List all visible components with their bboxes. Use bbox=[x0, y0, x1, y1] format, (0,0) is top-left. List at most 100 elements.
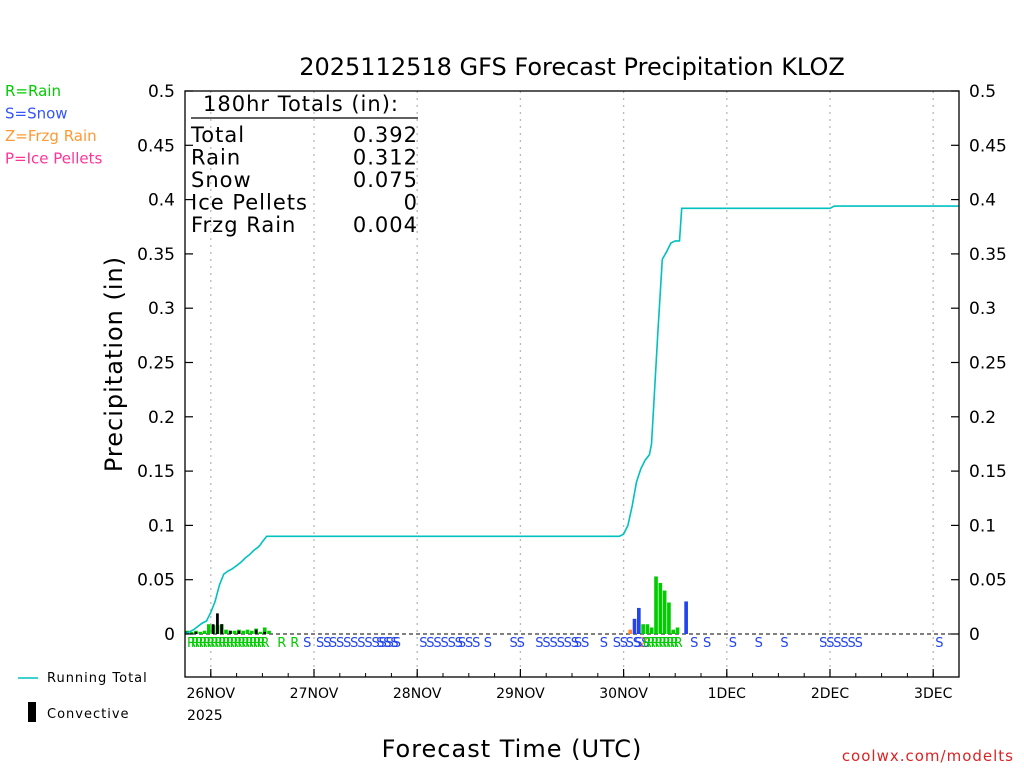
ptype-char: R bbox=[210, 636, 219, 651]
ptype-char: R bbox=[651, 636, 660, 651]
bar-rain bbox=[241, 630, 246, 634]
ptype-char: S bbox=[379, 636, 387, 651]
y-tick-label-left: 0.2 bbox=[148, 408, 175, 428]
bar-rain bbox=[189, 631, 194, 634]
bar-convective bbox=[228, 630, 232, 634]
ptype-char: S bbox=[634, 636, 642, 651]
ptype-char: S bbox=[626, 636, 634, 651]
totals-row-value: 0.312 bbox=[353, 146, 418, 170]
totals-row-label: Ice Pellets bbox=[191, 191, 308, 215]
ptype-char: R bbox=[674, 636, 683, 651]
y-tick-label-left: 0.15 bbox=[137, 462, 175, 482]
ptype-char: S bbox=[564, 636, 572, 651]
bar-convective bbox=[216, 613, 219, 634]
ptype-marker: SSSSSS bbox=[819, 636, 863, 651]
ptype-char: S bbox=[855, 636, 863, 651]
ptype-marker: SSSSSS bbox=[535, 636, 579, 651]
ptype-char: S bbox=[840, 636, 848, 651]
x-tick-label: 29NOV bbox=[496, 686, 545, 702]
ptype-char: S bbox=[581, 636, 589, 651]
bar-frzg-rain bbox=[628, 629, 633, 634]
y-tick-label-left: 0.05 bbox=[137, 571, 175, 591]
ptype-char: S bbox=[535, 636, 543, 651]
ptype-char: R bbox=[202, 636, 211, 651]
bar-rain bbox=[654, 576, 658, 634]
totals-row-label: Snow bbox=[191, 168, 252, 192]
bar-rain bbox=[675, 627, 680, 634]
ptype-char: R bbox=[662, 636, 671, 651]
bar-rain bbox=[198, 631, 203, 634]
running-total-series bbox=[184, 205, 959, 635]
x-tick-label: 26NOV bbox=[186, 686, 235, 702]
ptype-char: Z bbox=[640, 636, 649, 651]
grid-lines bbox=[185, 91, 959, 677]
ptype-char: R bbox=[218, 636, 227, 651]
bar-series bbox=[185, 576, 688, 634]
ptype-marker: SSSSSS bbox=[419, 636, 463, 651]
ptype-char: S bbox=[371, 636, 379, 651]
bar-rain bbox=[649, 627, 654, 634]
bar-snow bbox=[637, 607, 641, 634]
ptype-marker: SSSSSSSSSS bbox=[329, 636, 401, 651]
ptype-char: S bbox=[833, 636, 841, 651]
ptype-char: R bbox=[191, 636, 200, 651]
ptype-marker: SS bbox=[634, 636, 649, 651]
ptype-marker: SSS bbox=[376, 636, 398, 651]
totals-row-label: Rain bbox=[191, 146, 241, 170]
ptype-marker: RRRRRRRRR bbox=[643, 636, 683, 651]
y-tick-label-right: 0.5 bbox=[969, 82, 996, 102]
x-tick-label: 3DEC bbox=[914, 686, 953, 702]
ptype-char: S bbox=[455, 636, 463, 651]
ptype-char: S bbox=[357, 636, 365, 651]
x-axis-label: Forecast Time (UTC) bbox=[382, 735, 643, 763]
ptype-char: R bbox=[187, 636, 196, 651]
legend-type-item: P=Ice Pellets bbox=[5, 150, 102, 168]
y-tick-label-left: 0 bbox=[164, 625, 175, 645]
ptype-char: S bbox=[549, 636, 557, 651]
ptype-marker: S bbox=[600, 636, 608, 651]
ptype-char: R bbox=[658, 636, 667, 651]
ptype-char: S bbox=[472, 636, 480, 651]
bar-rain bbox=[641, 624, 645, 634]
y-tick-label-right: 0.45 bbox=[969, 136, 1007, 156]
ptype-char: S bbox=[484, 636, 492, 651]
legend-line-label: Running Total bbox=[47, 671, 148, 686]
legend-line-label: Convective bbox=[47, 707, 130, 722]
ptype-char: S bbox=[935, 636, 943, 651]
y-tick-label-right: 0.4 bbox=[969, 191, 996, 211]
watermark: coolwx.com/modelts bbox=[842, 747, 1014, 765]
bar-snow bbox=[684, 601, 688, 634]
ptype-marker: SS bbox=[613, 636, 628, 651]
ptype-marker: SS bbox=[510, 636, 525, 651]
ptype-char: R bbox=[253, 636, 262, 651]
ptype-char: S bbox=[690, 636, 698, 651]
ptype-char: R bbox=[261, 636, 270, 651]
ptype-char: R bbox=[666, 636, 675, 651]
bar-rain bbox=[258, 631, 263, 634]
ptype-char: R bbox=[206, 636, 215, 651]
x-tick-label: 27NOV bbox=[290, 686, 339, 702]
ptype-char: S bbox=[819, 636, 827, 651]
ptype-marker: RRRRRRRRRRRRRRRRRRRR bbox=[187, 636, 270, 651]
ptype-char: S bbox=[780, 636, 788, 651]
ptype-char: R bbox=[241, 636, 250, 651]
ptype-char: S bbox=[448, 636, 456, 651]
ptype-char: R bbox=[249, 636, 258, 651]
y-tick-label-right: 0.05 bbox=[969, 571, 1007, 591]
ptype-marker: S bbox=[690, 636, 698, 651]
ptype-char: S bbox=[316, 636, 324, 651]
x-tick-label: 30NOV bbox=[599, 686, 648, 702]
ptype-char: R bbox=[226, 636, 235, 651]
ptype-char: S bbox=[620, 636, 628, 651]
ptype-char: S bbox=[633, 636, 641, 651]
bar-convective bbox=[194, 631, 198, 634]
bar-convective bbox=[263, 631, 267, 634]
ptype-char: R bbox=[233, 636, 242, 651]
ptype-char: S bbox=[303, 636, 311, 651]
totals-row-label: Total bbox=[190, 123, 245, 147]
chart-title: 2025112518 GFS Forecast Precipitation KL… bbox=[299, 53, 845, 81]
ptype-char: S bbox=[426, 636, 434, 651]
bar-rain bbox=[250, 630, 254, 634]
y-tick-label-left: 0.1 bbox=[148, 516, 175, 536]
